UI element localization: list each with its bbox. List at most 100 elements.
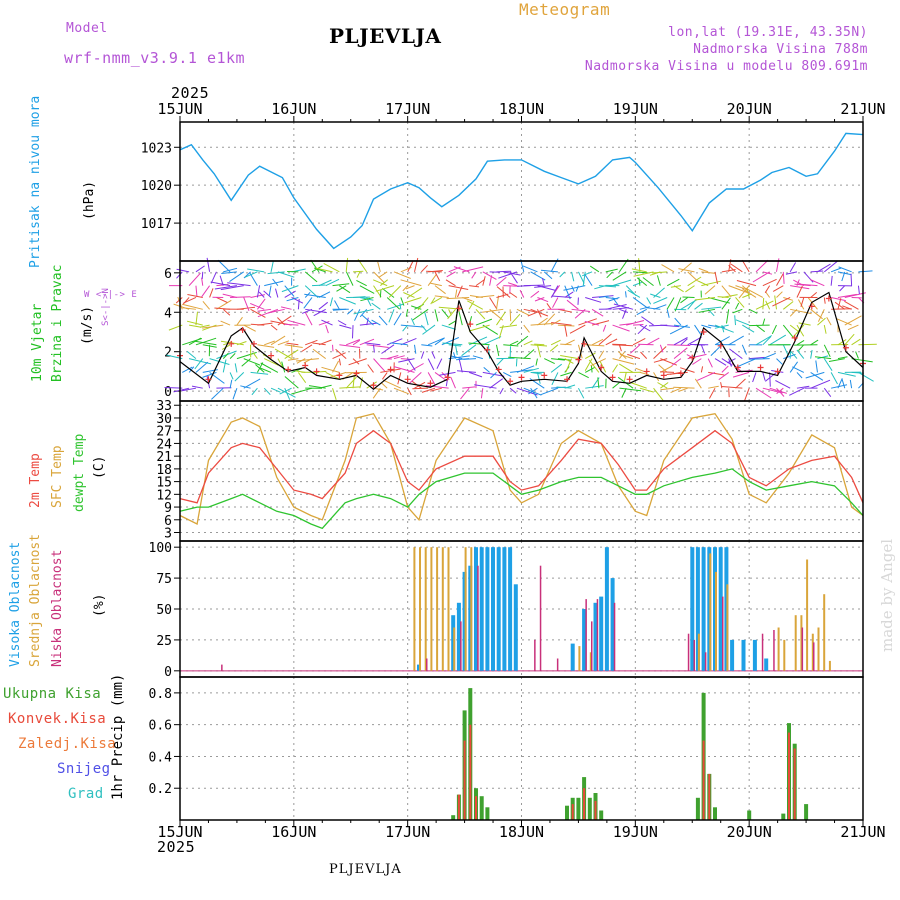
wind-arrow [182, 307, 196, 310]
wind-arrow [732, 371, 750, 378]
wind-arrow [648, 324, 668, 327]
wind-arrow [849, 379, 853, 389]
wind-arrow [701, 324, 712, 329]
wind-arrow [530, 344, 548, 347]
wind-arrow [236, 316, 243, 326]
wind-arrow [270, 335, 286, 346]
wind-arrow [487, 345, 491, 359]
cloud-bar [453, 627, 456, 671]
wind-arrow [674, 297, 682, 312]
wind-arrow [577, 387, 585, 399]
wind-arrow [457, 285, 463, 298]
wind-arrow [685, 285, 695, 293]
wind-arrow [772, 285, 784, 292]
wind-arrow [530, 387, 538, 399]
wind-arrow [222, 293, 238, 298]
cloud-bar [413, 547, 416, 671]
precip-bar [599, 810, 604, 820]
wind-arrow [718, 372, 729, 381]
wind-arrow [195, 265, 205, 273]
wind-arrow [591, 308, 604, 317]
cloud-bar [806, 559, 809, 671]
wind-arrow [653, 297, 668, 304]
cloud-bar [730, 639, 735, 671]
wind-arrow [462, 386, 476, 389]
wind-arrow [823, 324, 827, 334]
x-tick-label-top: 17JUN [385, 100, 430, 118]
wind-arrow [352, 339, 361, 346]
wind-arrow [371, 319, 381, 326]
x-tick-label-top: 21JUN [840, 100, 885, 118]
precip-bar [587, 797, 592, 820]
wind-arrow [623, 372, 627, 382]
wind-gust-marker [467, 321, 474, 328]
wind-arrow [762, 352, 776, 360]
wind-arrow [585, 344, 605, 347]
wind-gust-marker [734, 364, 741, 371]
y-tick-label: 6 [164, 514, 172, 529]
wind-arrow [728, 335, 744, 346]
wind-arrow [550, 319, 561, 326]
wind-arrow [480, 388, 484, 399]
cloud-bar [596, 599, 599, 671]
wind-arrow [434, 271, 441, 282]
wind-arrow [565, 358, 573, 373]
wind-arrow [430, 387, 442, 392]
wind-arrow [216, 299, 232, 310]
x-tick-label-bottom: 16JUN [271, 823, 316, 841]
precip-bar [451, 815, 456, 820]
wind-arrow [823, 297, 826, 304]
wind-compass-top: W <-|-> E [84, 290, 138, 300]
wind-arrow [232, 388, 238, 400]
wind-arrow [352, 325, 354, 339]
wind-arrow [738, 285, 750, 299]
wind-gust-marker [455, 305, 462, 312]
y-tick-label: 75 [156, 572, 172, 587]
precip-bar [695, 797, 700, 820]
wind-gust-marker [302, 362, 309, 369]
x-tick-label-bottom: 19JUN [613, 823, 658, 841]
wind-arrow [243, 324, 256, 332]
wind-arrow [730, 263, 743, 273]
cloud-bar [456, 602, 461, 671]
wind-arrow [694, 324, 702, 336]
y-tick-label: 2 [164, 346, 172, 361]
wind-arrow [516, 335, 529, 346]
cloud-bar [777, 627, 780, 671]
wind-arrow [354, 309, 361, 321]
wind-arrow [823, 387, 832, 398]
wind-gust-marker [387, 366, 394, 373]
wind-arrow [636, 308, 647, 316]
wind-arrow [732, 308, 743, 314]
wind-arrow [855, 351, 859, 359]
wind-arrow [519, 289, 525, 298]
wind-arrow [195, 337, 217, 346]
wind-arrow [429, 282, 442, 287]
wind-arrow [612, 358, 635, 365]
wind-arrow [633, 271, 648, 274]
wind-arrow [660, 382, 669, 389]
wind-arrow [837, 378, 843, 389]
wind-arrow [605, 304, 627, 310]
cloud-bar [477, 565, 479, 671]
wind-arrow [721, 365, 729, 373]
wind-arrow [810, 339, 819, 346]
wind-arrow [639, 324, 651, 332]
wind-arrow [247, 268, 265, 273]
cloud-bar [709, 553, 712, 671]
wind-arrow [258, 291, 265, 298]
precip-bar [781, 813, 786, 820]
lonlat-label: lon,lat (19.31E, 43.35N) [668, 25, 868, 40]
wind-arrow [549, 344, 559, 352]
wind-arrow [229, 353, 236, 359]
wind-arrow [496, 358, 504, 366]
cloud-bar [582, 609, 587, 671]
wind-arrow [692, 358, 702, 365]
wind-arrow [708, 296, 730, 304]
wind-arrow [414, 257, 419, 272]
wind-gust-marker [677, 370, 684, 377]
wind-arrow [400, 324, 425, 328]
wind-arrow [776, 387, 785, 397]
wind-arrow [202, 300, 210, 310]
wind-gust-marker [791, 334, 798, 341]
